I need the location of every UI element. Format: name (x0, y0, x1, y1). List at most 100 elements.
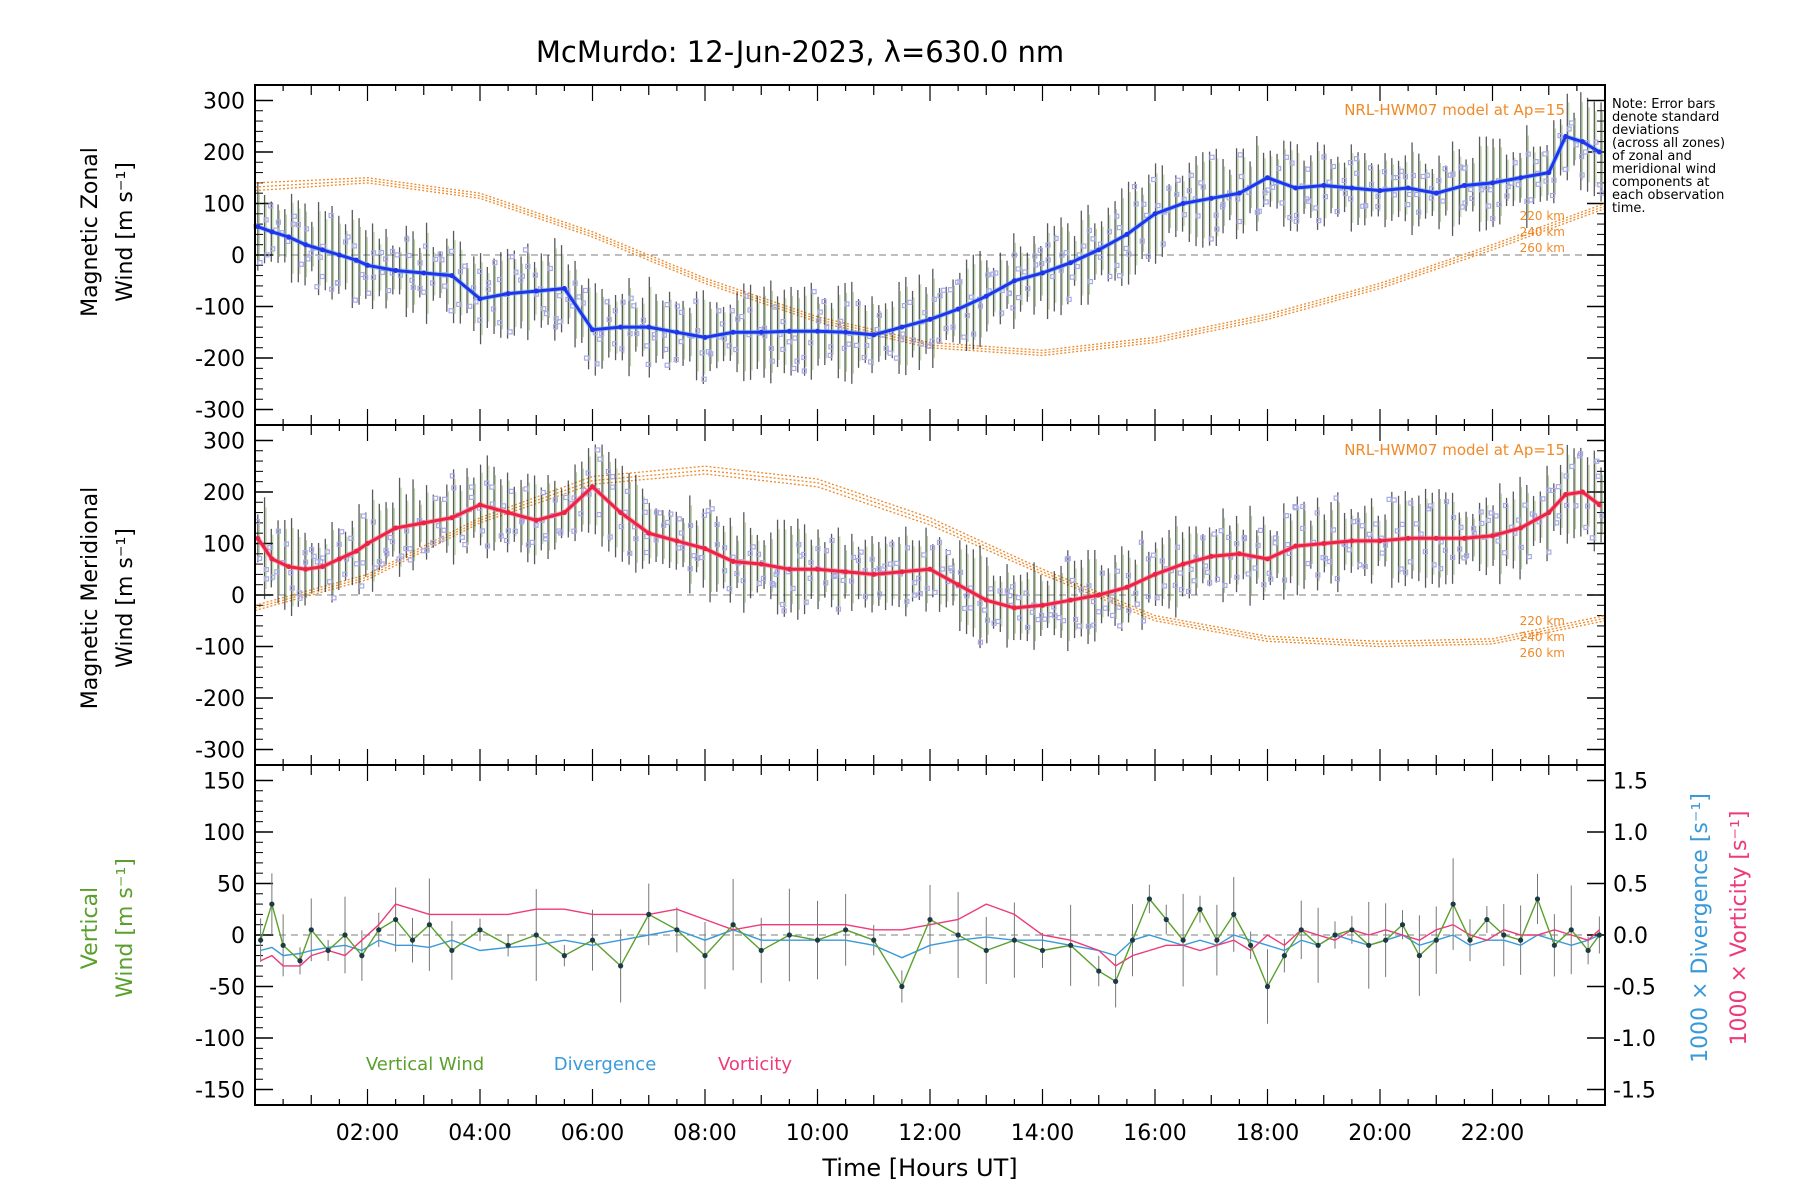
x-tick-label: 14:00 (1011, 1121, 1074, 1146)
zone-point (541, 306, 547, 312)
zone-point (858, 549, 864, 555)
mean-wind-point (758, 329, 764, 335)
zone-point (756, 580, 762, 587)
zone-point (1579, 172, 1585, 178)
zone-point (1166, 185, 1172, 191)
zone-point (1106, 229, 1113, 235)
zone-point (900, 331, 906, 337)
zone-point (1490, 215, 1496, 222)
zone-point (664, 302, 670, 308)
zone-point (1052, 613, 1058, 619)
zone-point (1379, 550, 1385, 556)
zone-point (257, 259, 263, 266)
zone-point (1528, 197, 1534, 203)
zone-point (990, 271, 996, 277)
zone-point (1007, 593, 1013, 599)
zone-point (661, 522, 667, 528)
vertical-wind-point (1146, 896, 1152, 902)
mean-wind-point (702, 334, 708, 340)
mean-wind-point (1152, 211, 1158, 217)
zone-point (612, 308, 618, 314)
zone-point (729, 308, 735, 314)
zone-point (1211, 531, 1217, 537)
zone-point (1479, 520, 1485, 527)
zone-point (1334, 575, 1340, 582)
zone-point (624, 488, 631, 494)
mean-wind-point (1405, 535, 1411, 541)
zone-point (485, 280, 492, 286)
zone-point (297, 595, 303, 601)
zone-point (1442, 166, 1448, 172)
zone-point (678, 338, 684, 345)
zone-point (627, 550, 633, 556)
zone-point (1234, 540, 1240, 547)
zone-point (912, 592, 918, 598)
zone-point (1178, 587, 1185, 593)
zone-point (1516, 517, 1522, 523)
zone-point (533, 522, 539, 528)
zone-point (1315, 572, 1321, 578)
zone-point (1363, 203, 1369, 209)
zone-point (792, 335, 798, 341)
panel-frame (254, 764, 1606, 1106)
y-tick-label: 100 (203, 192, 245, 217)
zone-point (1241, 534, 1247, 541)
zone-point (319, 273, 325, 280)
zone-point (542, 533, 549, 539)
zone-point (1037, 247, 1043, 253)
mean-wind-point (1596, 502, 1602, 508)
zone-point (479, 528, 486, 534)
zone-point (929, 338, 935, 344)
zone-point (739, 313, 745, 320)
mean-wind-point (561, 285, 567, 291)
zone-point (1504, 193, 1510, 199)
zone-point (1313, 205, 1319, 211)
zone-point (1503, 502, 1509, 509)
zone-point (821, 298, 827, 305)
y2-tick-label: -0.5 (1613, 976, 1656, 1001)
vertical-wind-point (1383, 937, 1389, 943)
zone-point (1458, 164, 1464, 170)
zone-point (714, 542, 720, 548)
mean-wind-point (1236, 551, 1242, 557)
mean-wind-point (1405, 185, 1411, 191)
mean-wind-point (320, 247, 325, 253)
mean-wind-point (983, 597, 989, 603)
x-tick-label: 16:00 (1123, 1121, 1186, 1146)
zone-point (808, 559, 814, 566)
zone-point (1493, 513, 1499, 519)
zone-point (781, 608, 787, 614)
y-tick-label: 200 (203, 481, 245, 506)
vertical-wind-point (533, 932, 539, 938)
zone-point (484, 543, 491, 549)
zone-point (957, 279, 963, 285)
zone-point (1252, 565, 1258, 571)
vorticity-y2label: 1000 × Vorticity [s⁻¹] (1727, 811, 1752, 1046)
vertical-wind-point (342, 932, 348, 938)
vertical-wind-point (258, 937, 264, 943)
zone-point (1245, 571, 1251, 577)
zone-point (489, 484, 495, 490)
zone-point (507, 329, 513, 335)
zone-point (1413, 521, 1419, 527)
zone-point (607, 534, 613, 540)
zone-point (634, 330, 640, 337)
mean-wind-point (1321, 182, 1327, 188)
zone-point (456, 301, 462, 308)
zone-point (1218, 528, 1224, 534)
mean-wind-point (365, 262, 370, 268)
mean-wind-point (815, 328, 820, 334)
vertical-wind-point (477, 927, 483, 933)
mean-wind-point (590, 484, 595, 490)
zone-point (424, 547, 430, 553)
zone-point (1515, 182, 1522, 188)
zone-point (552, 324, 559, 330)
mean-wind-point (303, 566, 309, 572)
zone-point (1085, 623, 1092, 630)
zone-point (887, 350, 893, 356)
zone-point (1341, 177, 1347, 184)
zone-point (1195, 213, 1201, 219)
zone-point (366, 290, 372, 296)
zone-point (1595, 473, 1601, 479)
mean-wind-point (983, 293, 989, 299)
